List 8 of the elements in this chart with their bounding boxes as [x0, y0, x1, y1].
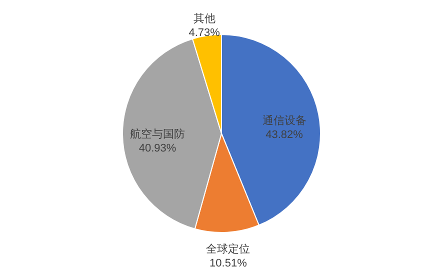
- data-label: 4.73%: [188, 26, 220, 39]
- slice-label: 其他: [193, 12, 216, 25]
- data-label: 43.82%: [266, 129, 304, 142]
- slice-label: 航空与国防: [130, 127, 186, 140]
- slice-label: 全球定位: [206, 242, 250, 256]
- data-label: 10.51%: [210, 257, 248, 267]
- slice-label: 通信设备: [262, 114, 306, 128]
- data-label: 40.93%: [138, 142, 176, 154]
